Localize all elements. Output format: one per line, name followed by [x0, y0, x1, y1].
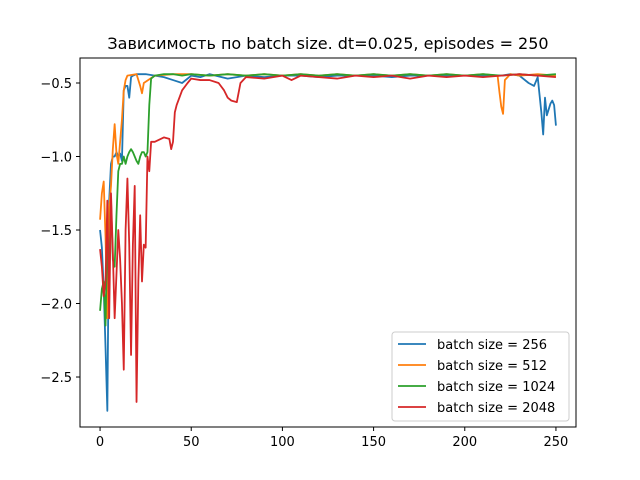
- x-axis: 0 50 100 150 200 250: [96, 427, 568, 450]
- y-tick-label: −2.5: [40, 371, 72, 386]
- legend-label-2: batch size = 512: [437, 359, 547, 374]
- series-line-4: [99, 73, 557, 403]
- x-tick-label: 50: [183, 435, 200, 450]
- x-tick-label: 150: [361, 435, 386, 450]
- plot-frame: [79, 57, 577, 428]
- legend-label-1: batch size = 256: [437, 338, 547, 353]
- legend-label-3: batch size = 1024: [437, 380, 555, 395]
- x-tick-label: 100: [270, 435, 295, 450]
- legend-box: [391, 331, 570, 422]
- y-tick-label: −2.0: [40, 298, 72, 313]
- plot-lines: [99, 73, 557, 412]
- y-tick-label: −0.5: [40, 77, 72, 92]
- x-tick-label: 0: [96, 435, 104, 450]
- x-tick-label: 250: [544, 435, 569, 450]
- y-tick-label: −1.5: [40, 224, 72, 239]
- chart-title: Зависимость по batch size. dt=0.025, epi…: [107, 34, 548, 53]
- y-axis: −2.5 −2.0 −1.5 −1.0 −0.5: [40, 77, 80, 386]
- y-tick-label: −1.0: [40, 150, 72, 165]
- legend: batch size = 256 batch size = 512 batch si…: [391, 331, 570, 422]
- x-tick-label: 200: [452, 435, 477, 450]
- legend-label-4: batch size = 2048: [437, 401, 555, 416]
